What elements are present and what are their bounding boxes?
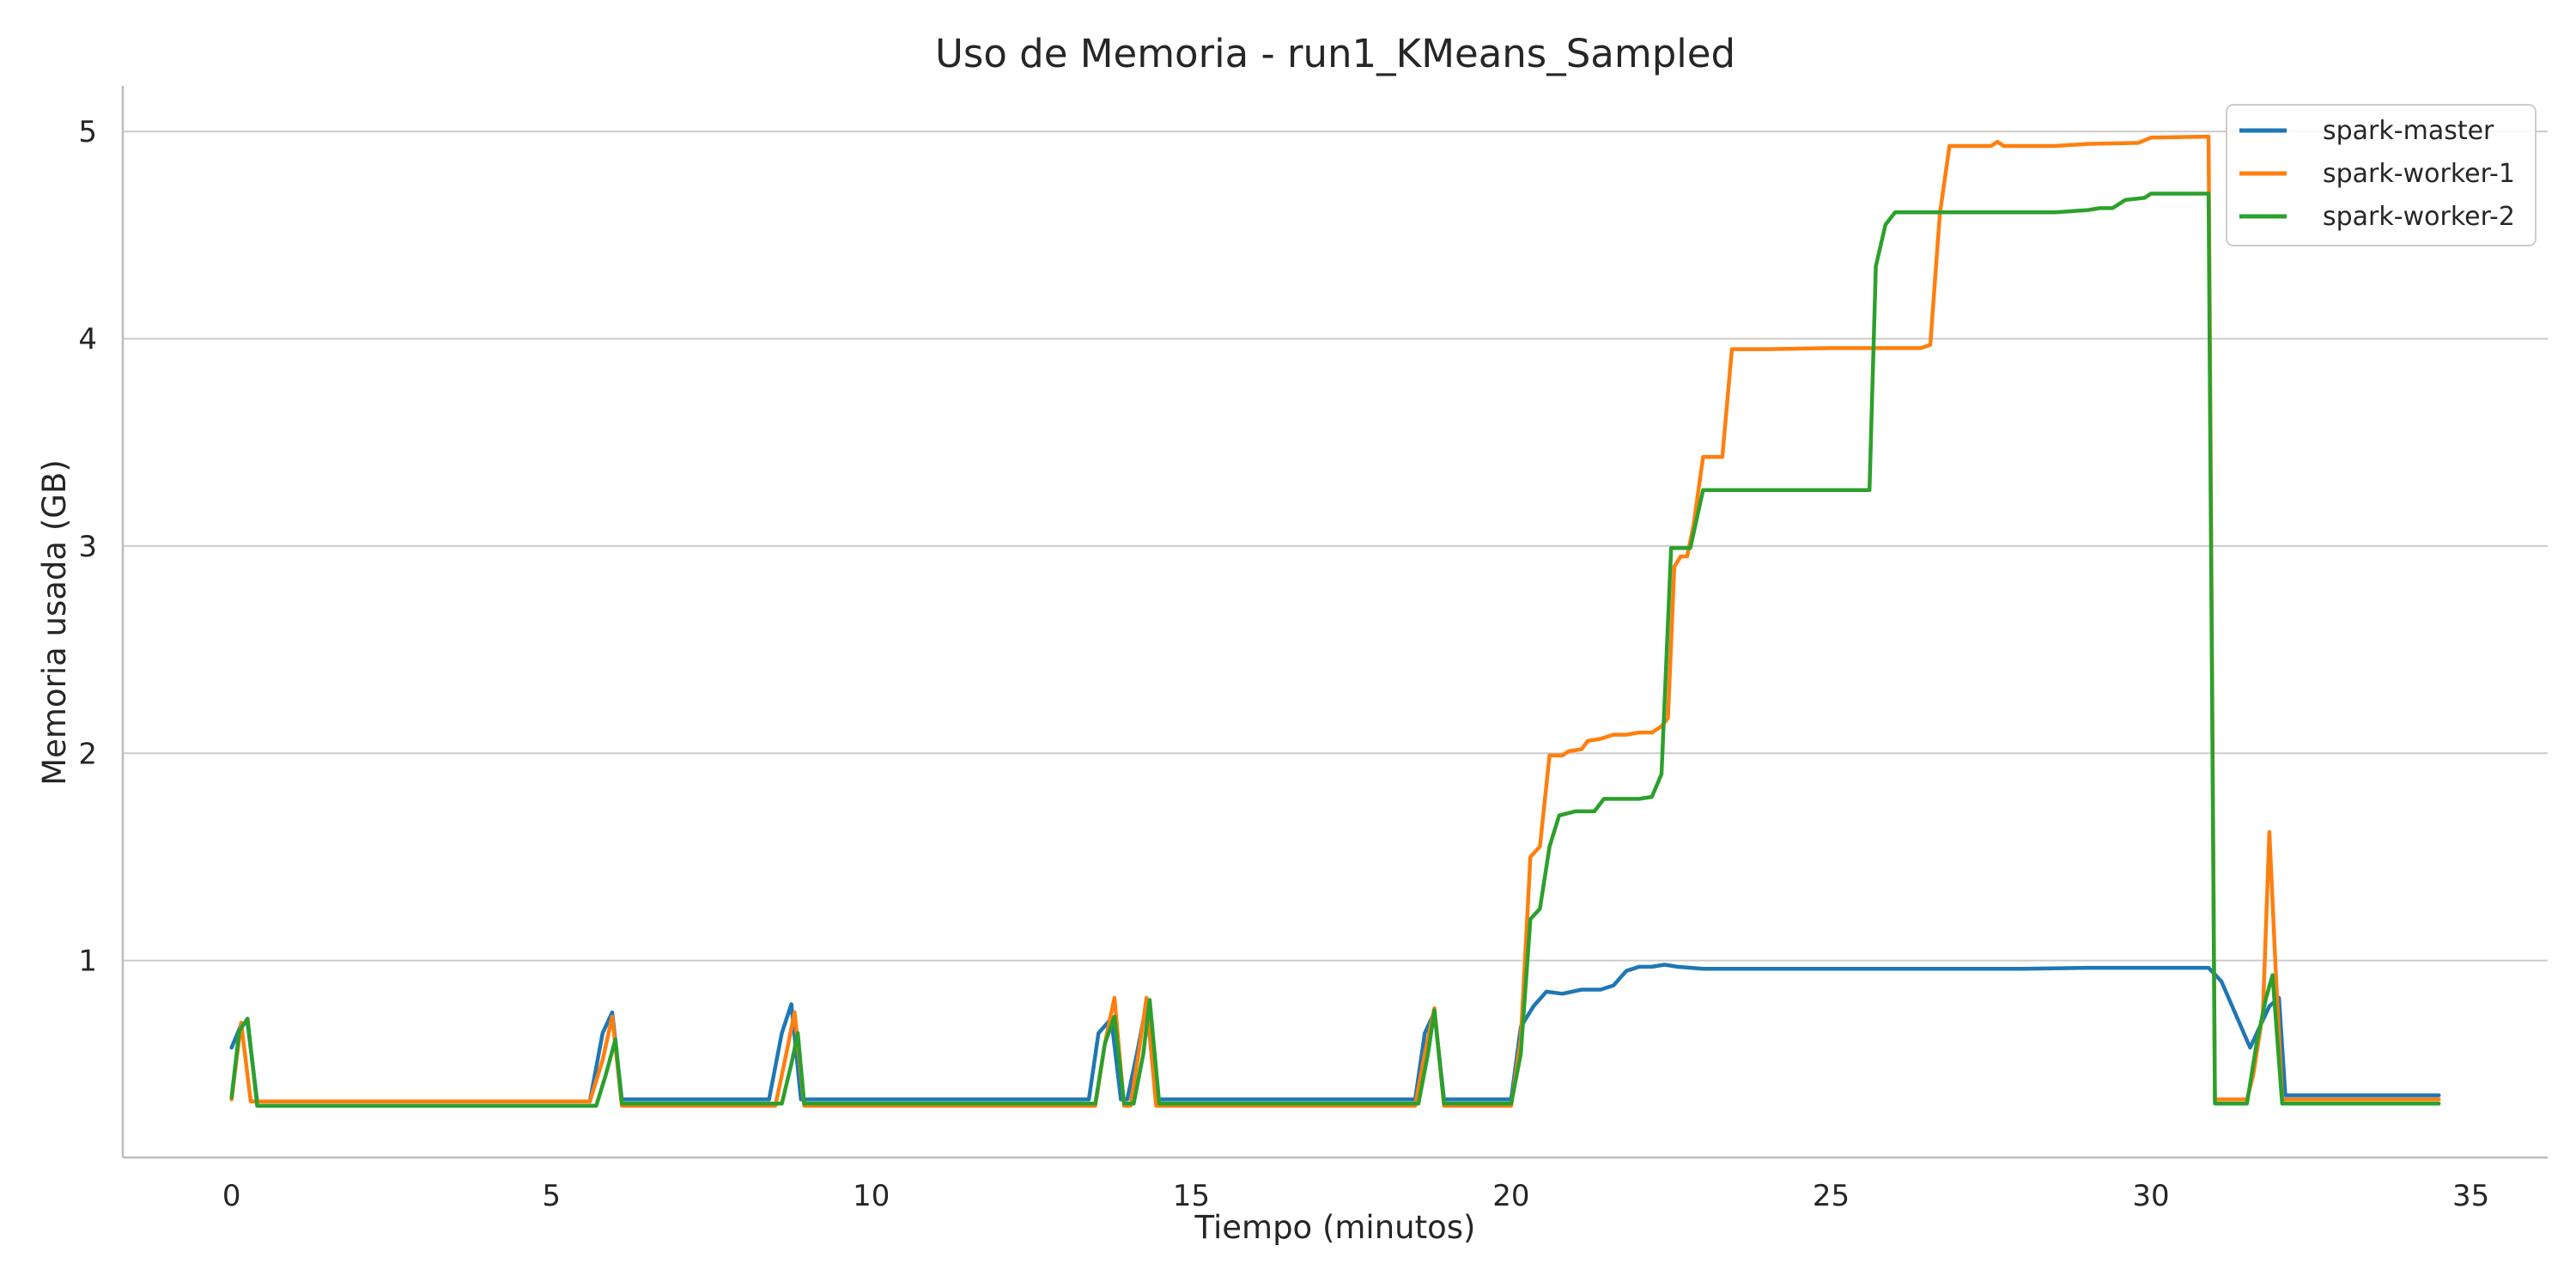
gridlines xyxy=(123,131,2548,962)
legend-label-spark-master: spark-master xyxy=(2323,116,2494,146)
series-line-spark-worker-2 xyxy=(229,191,2441,1108)
legend-label-spark-worker-1: spark-worker-1 xyxy=(2323,159,2515,189)
y-tick-label: 2 xyxy=(78,737,97,771)
chart-title: Uso de Memoria - run1_KMeans_Sampled xyxy=(935,31,1735,76)
y-tick-label: 4 xyxy=(78,322,97,356)
x-tick-label: 35 xyxy=(2452,1179,2489,1213)
legend: spark-master spark-worker-1 spark-worker-2 xyxy=(2226,104,2537,246)
y-axis-title: Memoria usada (GB) xyxy=(36,459,73,786)
y-tick-label: 3 xyxy=(78,530,97,564)
legend-frame xyxy=(2226,104,2537,246)
legend-label-spark-worker-2: spark-worker-2 xyxy=(2323,202,2515,232)
x-tick-label: 30 xyxy=(2132,1179,2169,1213)
y-tick-label: 5 xyxy=(78,115,97,149)
series-line-spark-master xyxy=(229,963,2441,1104)
x-tick-label: 5 xyxy=(542,1179,561,1213)
y-tick-label: 1 xyxy=(78,945,97,979)
tick-labels: 1 2 3 4 5 0 5 10 15 20 25 30 35 xyxy=(78,115,2489,1213)
x-tick-label: 0 xyxy=(222,1179,241,1213)
x-tick-label: 25 xyxy=(1813,1179,1850,1213)
legend-entries: spark-master spark-worker-1 spark-worker-2 xyxy=(2239,116,2515,232)
x-tick-label: 20 xyxy=(1492,1179,1529,1213)
axes xyxy=(121,86,2548,1159)
x-tick-label: 15 xyxy=(1173,1179,1210,1213)
x-tick-label: 10 xyxy=(853,1179,890,1213)
x-axis-title: Tiempo (minutos) xyxy=(1194,1209,1476,1246)
series-lines xyxy=(229,134,2441,1108)
